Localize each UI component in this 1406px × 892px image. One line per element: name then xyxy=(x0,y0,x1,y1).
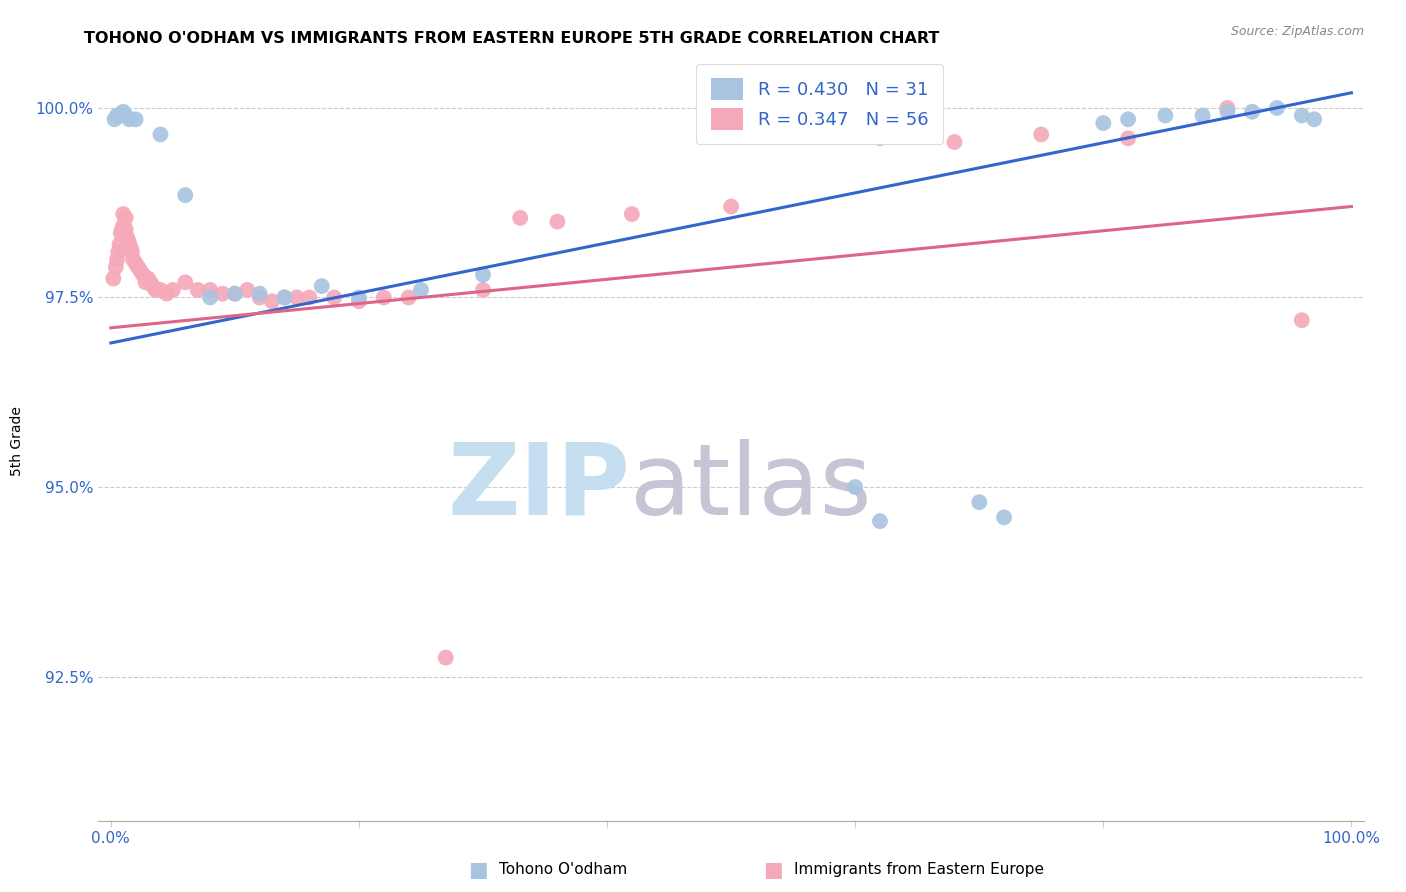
Point xyxy=(211,286,233,301)
Point xyxy=(943,135,966,149)
Point xyxy=(434,650,457,665)
Point xyxy=(124,256,146,270)
Point xyxy=(1092,116,1115,130)
Text: Source: ZipAtlas.com: Source: ZipAtlas.com xyxy=(1230,25,1364,38)
Point xyxy=(118,237,141,252)
Point xyxy=(129,264,152,278)
Point xyxy=(224,286,246,301)
Point xyxy=(120,241,142,255)
Text: ZIP: ZIP xyxy=(447,439,630,535)
Point xyxy=(174,188,197,202)
Point xyxy=(108,237,131,252)
Point xyxy=(104,260,127,275)
Point xyxy=(117,234,139,248)
Point xyxy=(249,291,271,305)
Point xyxy=(103,271,125,285)
Point xyxy=(1154,109,1177,123)
Point xyxy=(115,230,138,244)
Point xyxy=(114,109,136,123)
Point xyxy=(112,104,135,119)
Point xyxy=(118,112,141,127)
Point xyxy=(198,291,221,305)
Point xyxy=(149,128,172,142)
Point xyxy=(398,291,420,305)
Point xyxy=(1031,128,1053,142)
Point xyxy=(114,211,136,225)
Point xyxy=(720,200,742,214)
Point xyxy=(111,222,134,236)
Point xyxy=(136,271,159,285)
Point xyxy=(145,283,167,297)
Point xyxy=(108,109,131,123)
Point xyxy=(249,286,271,301)
Point xyxy=(273,291,295,305)
Point xyxy=(1116,112,1139,127)
Point xyxy=(844,480,866,494)
Point xyxy=(1216,104,1239,119)
Point xyxy=(122,252,145,267)
Point xyxy=(110,109,132,123)
Text: Tohono O'odham: Tohono O'odham xyxy=(499,863,627,877)
Point xyxy=(472,283,495,297)
Point xyxy=(993,510,1015,524)
Point xyxy=(127,260,149,275)
Point xyxy=(174,276,197,290)
Point xyxy=(135,276,157,290)
Point xyxy=(311,279,333,293)
Text: atlas: atlas xyxy=(630,439,872,535)
Point xyxy=(373,291,395,305)
Point xyxy=(107,245,129,260)
Point xyxy=(323,291,346,305)
Text: ■: ■ xyxy=(763,860,783,880)
Point xyxy=(1116,131,1139,145)
Point xyxy=(105,252,128,267)
Point xyxy=(869,514,891,528)
Point xyxy=(110,226,132,240)
Point xyxy=(620,207,643,221)
Point xyxy=(142,279,165,293)
Point xyxy=(347,294,370,309)
Point xyxy=(1291,109,1313,123)
Point xyxy=(1191,109,1213,123)
Point xyxy=(869,131,891,145)
Point xyxy=(198,283,221,297)
Point xyxy=(1241,104,1264,119)
Text: Immigrants from Eastern Europe: Immigrants from Eastern Europe xyxy=(794,863,1045,877)
Point xyxy=(105,109,128,123)
Point xyxy=(546,215,568,229)
Point xyxy=(509,211,531,225)
Point xyxy=(472,268,495,282)
Point xyxy=(262,294,284,309)
Point xyxy=(121,245,143,260)
Text: ■: ■ xyxy=(468,860,488,880)
Point xyxy=(1291,313,1313,327)
Point xyxy=(114,222,136,236)
Point xyxy=(187,283,209,297)
Point xyxy=(124,112,146,127)
Point xyxy=(298,291,321,305)
Point xyxy=(236,283,259,297)
Point xyxy=(409,283,432,297)
Point xyxy=(132,268,155,282)
Point xyxy=(162,283,184,297)
Point xyxy=(967,495,990,509)
Point xyxy=(1216,101,1239,115)
Point xyxy=(273,291,295,305)
Point xyxy=(112,219,135,233)
Legend: R = 0.430   N = 31, R = 0.347   N = 56: R = 0.430 N = 31, R = 0.347 N = 56 xyxy=(696,64,943,144)
Point xyxy=(149,283,172,297)
Point xyxy=(139,276,162,290)
Point xyxy=(156,286,179,301)
Point xyxy=(224,286,246,301)
Y-axis label: 5th Grade: 5th Grade xyxy=(10,407,24,476)
Point xyxy=(285,291,308,305)
Point xyxy=(103,112,125,127)
Point xyxy=(1265,101,1288,115)
Point xyxy=(1303,112,1326,127)
Point xyxy=(112,207,135,221)
Text: TOHONO O'ODHAM VS IMMIGRANTS FROM EASTERN EUROPE 5TH GRADE CORRELATION CHART: TOHONO O'ODHAM VS IMMIGRANTS FROM EASTER… xyxy=(84,31,939,46)
Point xyxy=(347,291,370,305)
